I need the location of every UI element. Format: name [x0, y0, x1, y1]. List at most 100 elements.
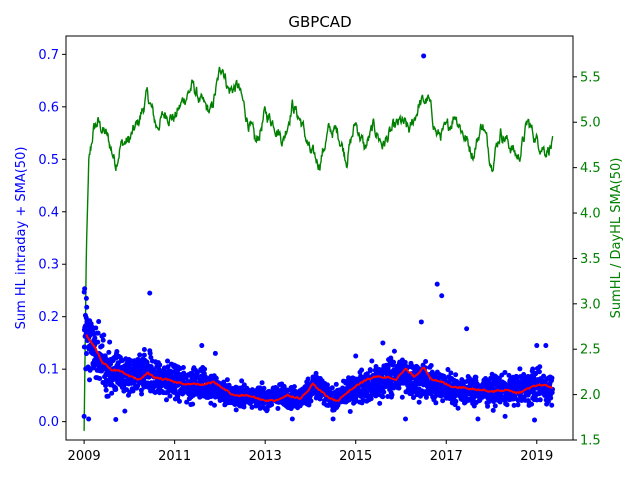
scatter-point [416, 399, 422, 405]
scatter-point [515, 402, 521, 408]
scatter-point [208, 400, 214, 406]
scatter-point [549, 375, 555, 381]
scatter-point [396, 385, 402, 391]
scatter-point [147, 290, 153, 296]
scatter-point [367, 368, 373, 374]
x-tick-label: 2013 [249, 449, 282, 464]
scatter-point [101, 332, 107, 338]
scatter-point [239, 378, 245, 384]
scatter-point [241, 404, 247, 410]
scatter-point [529, 401, 535, 407]
scatter-point [369, 358, 375, 364]
scatter-point [91, 365, 97, 371]
scatter-point [141, 346, 147, 352]
scatter-point [195, 369, 201, 375]
scatter-point [165, 358, 171, 364]
scatter-point [141, 352, 147, 358]
scatter-point [221, 379, 227, 385]
scatter-point [81, 413, 87, 419]
scatter-point [433, 400, 439, 406]
y-left-tick-label: 0.6 [38, 100, 59, 115]
scatter-point [541, 373, 547, 379]
scatter-point [82, 286, 88, 292]
scatter-point [391, 359, 397, 365]
scatter-point [439, 293, 445, 299]
ratio-sma-line [83, 66, 554, 431]
scatter-point [391, 348, 397, 354]
scatter-point [485, 403, 491, 409]
y-axis-left-label: Sum HL intraday + SMA(50) [14, 147, 29, 330]
scatter-point [329, 385, 335, 391]
scatter-point [353, 353, 359, 359]
scatter-point [249, 404, 255, 410]
scatter-point [106, 349, 112, 355]
scatter-point [103, 387, 109, 393]
scatter-point [213, 375, 219, 381]
scatter-point [81, 344, 87, 350]
scatter-point [445, 367, 451, 373]
scatter-point [281, 383, 287, 389]
y-left-tick-label: 0.1 [38, 363, 59, 378]
y-left-tick-label: 0.5 [38, 153, 59, 168]
scatter-point [504, 402, 510, 408]
scatter-point [114, 349, 120, 355]
scatter-point [184, 399, 190, 405]
scatter-point [202, 366, 208, 372]
scatter-point [411, 395, 417, 401]
y-right-tick-label: 2.0 [580, 388, 601, 403]
scatter-point [87, 377, 93, 383]
scatter-point [380, 394, 386, 400]
scatter-point [212, 350, 218, 356]
scatter-point [324, 382, 330, 388]
scatter-point [502, 413, 508, 419]
scatter-point [113, 386, 119, 392]
scatter-point [330, 416, 336, 422]
scatter-point [333, 381, 339, 387]
y-right-tick-label: 3.0 [580, 297, 601, 312]
scatter-point [373, 364, 379, 370]
scatter-point [95, 330, 101, 336]
scatter-point [492, 403, 498, 409]
scatter-point [107, 339, 113, 345]
y-left-tick-label: 0.3 [38, 258, 59, 273]
scatter-point [122, 408, 128, 414]
y-right-tick-label: 4.5 [580, 161, 601, 176]
chart-title: GBPCAD [288, 13, 351, 31]
scatter-point [511, 402, 517, 408]
scatter-point [532, 417, 538, 423]
y-left-tick-label: 0.4 [38, 205, 59, 220]
y-right-tick-label: 3.5 [580, 252, 601, 267]
y-left-tick-label: 0.0 [38, 415, 59, 430]
scatter-point [490, 407, 496, 413]
scatter-point [289, 416, 295, 422]
y-right-tick-label: 4.0 [580, 207, 601, 222]
scatter-point [224, 377, 230, 383]
scatter-point [421, 53, 427, 59]
scatter-point [95, 339, 101, 345]
scatter-point [176, 398, 182, 404]
y-axis-right-label: SumHL / DayHL SMA(50) [609, 158, 624, 319]
scatter-point [389, 392, 395, 398]
y-left-tick-label: 0.2 [38, 310, 59, 325]
scatter-point [130, 387, 136, 393]
x-tick-label: 2019 [520, 449, 553, 464]
x-axis: 2009 2011 2013 2015 2017 2019 [68, 440, 553, 464]
y-axis-right: 1.5 2.0 2.5 3.0 3.5 4.0 4.5 5.0 5.5 [573, 70, 601, 449]
scatter-point [99, 343, 105, 349]
scatter-point [165, 364, 171, 370]
scatter-point [93, 325, 99, 331]
scatter-point [453, 372, 459, 378]
scatter-point [233, 407, 239, 413]
scatter-point [548, 395, 554, 401]
scatter-point [103, 383, 109, 389]
scatter-point [100, 337, 106, 343]
scatter-point [105, 393, 111, 399]
scatter-point [381, 389, 387, 395]
plot-area [81, 53, 556, 431]
scatter-point [403, 416, 409, 422]
scatter-point [464, 326, 470, 332]
scatter-point [537, 364, 543, 370]
scatter-point [305, 376, 311, 382]
